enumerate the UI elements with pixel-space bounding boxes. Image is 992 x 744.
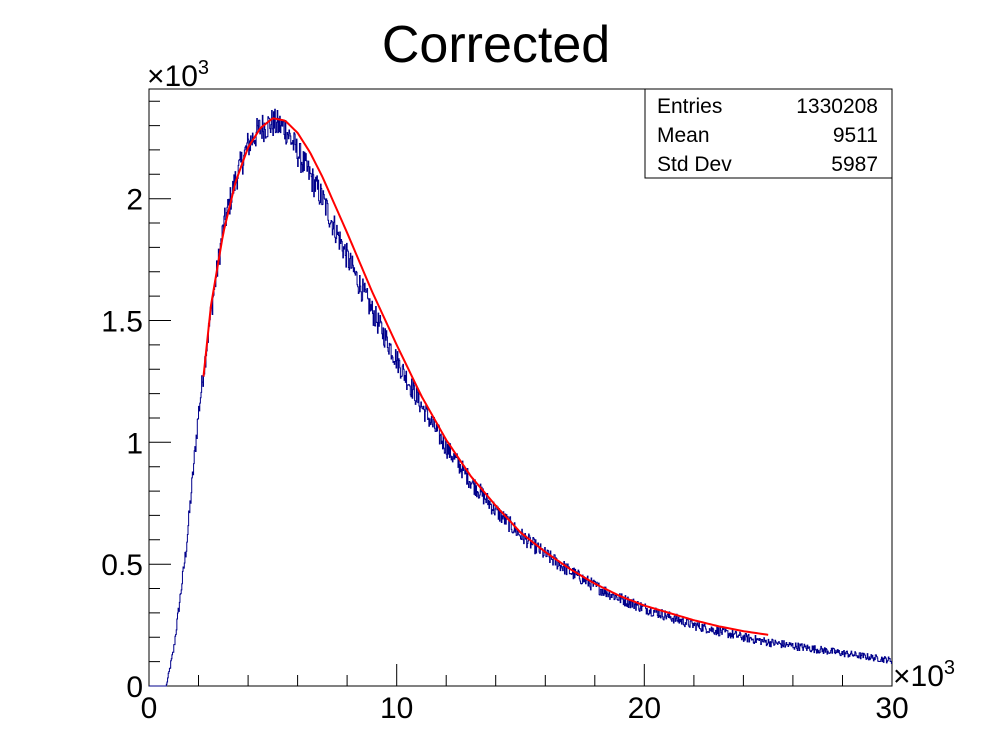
y-tick-label: 2 — [126, 184, 143, 217]
stats-box: Entries 1330208 Mean 9511 Std Dev 5987 — [644, 88, 893, 179]
stat-value: 9511 — [833, 124, 878, 147]
stats-rows: Entries 1330208 Mean 9511 Std Dev 5987 — [657, 95, 878, 176]
chart-title: Corrected — [382, 16, 610, 74]
y-tick-labels: 0 0.5 1 1.5 2 — [101, 184, 143, 704]
x-multiplier-base: ×10 — [893, 660, 944, 693]
tick-marks — [148, 100, 893, 687]
histogram-series — [149, 108, 892, 687]
x-tick-label: 30 — [875, 692, 908, 725]
y-multiplier-base: ×10 — [147, 60, 198, 93]
stats-box-frame — [644, 88, 893, 179]
stat-name: Entries — [657, 95, 722, 118]
stat-value: 1330208 — [796, 95, 878, 118]
x-tick-label: 10 — [380, 692, 413, 725]
x-tick-label: 20 — [628, 692, 661, 725]
axis-ticks — [148, 100, 893, 687]
y-tick-label: 0 — [126, 671, 143, 704]
x-multiplier-exponent: 3 — [944, 657, 955, 679]
x-tick-label: 0 — [141, 692, 158, 725]
stat-name: Std Dev — [657, 153, 732, 176]
fit-curve — [202, 117, 769, 636]
y-tick-label: 1 — [126, 427, 143, 460]
y-tick-label: 1.5 — [101, 305, 143, 338]
x-tick-labels: 0 10 20 30 — [141, 692, 909, 725]
plot-frame — [148, 88, 893, 687]
stat-name: Mean — [657, 124, 710, 147]
stat-value: 5987 — [831, 153, 878, 176]
y-axis-multiplier: ×103 — [147, 57, 209, 93]
x-axis-multiplier: ×103 — [893, 657, 955, 693]
y-multiplier-exponent: 3 — [198, 57, 209, 79]
y-tick-label: 0.5 — [101, 549, 143, 582]
